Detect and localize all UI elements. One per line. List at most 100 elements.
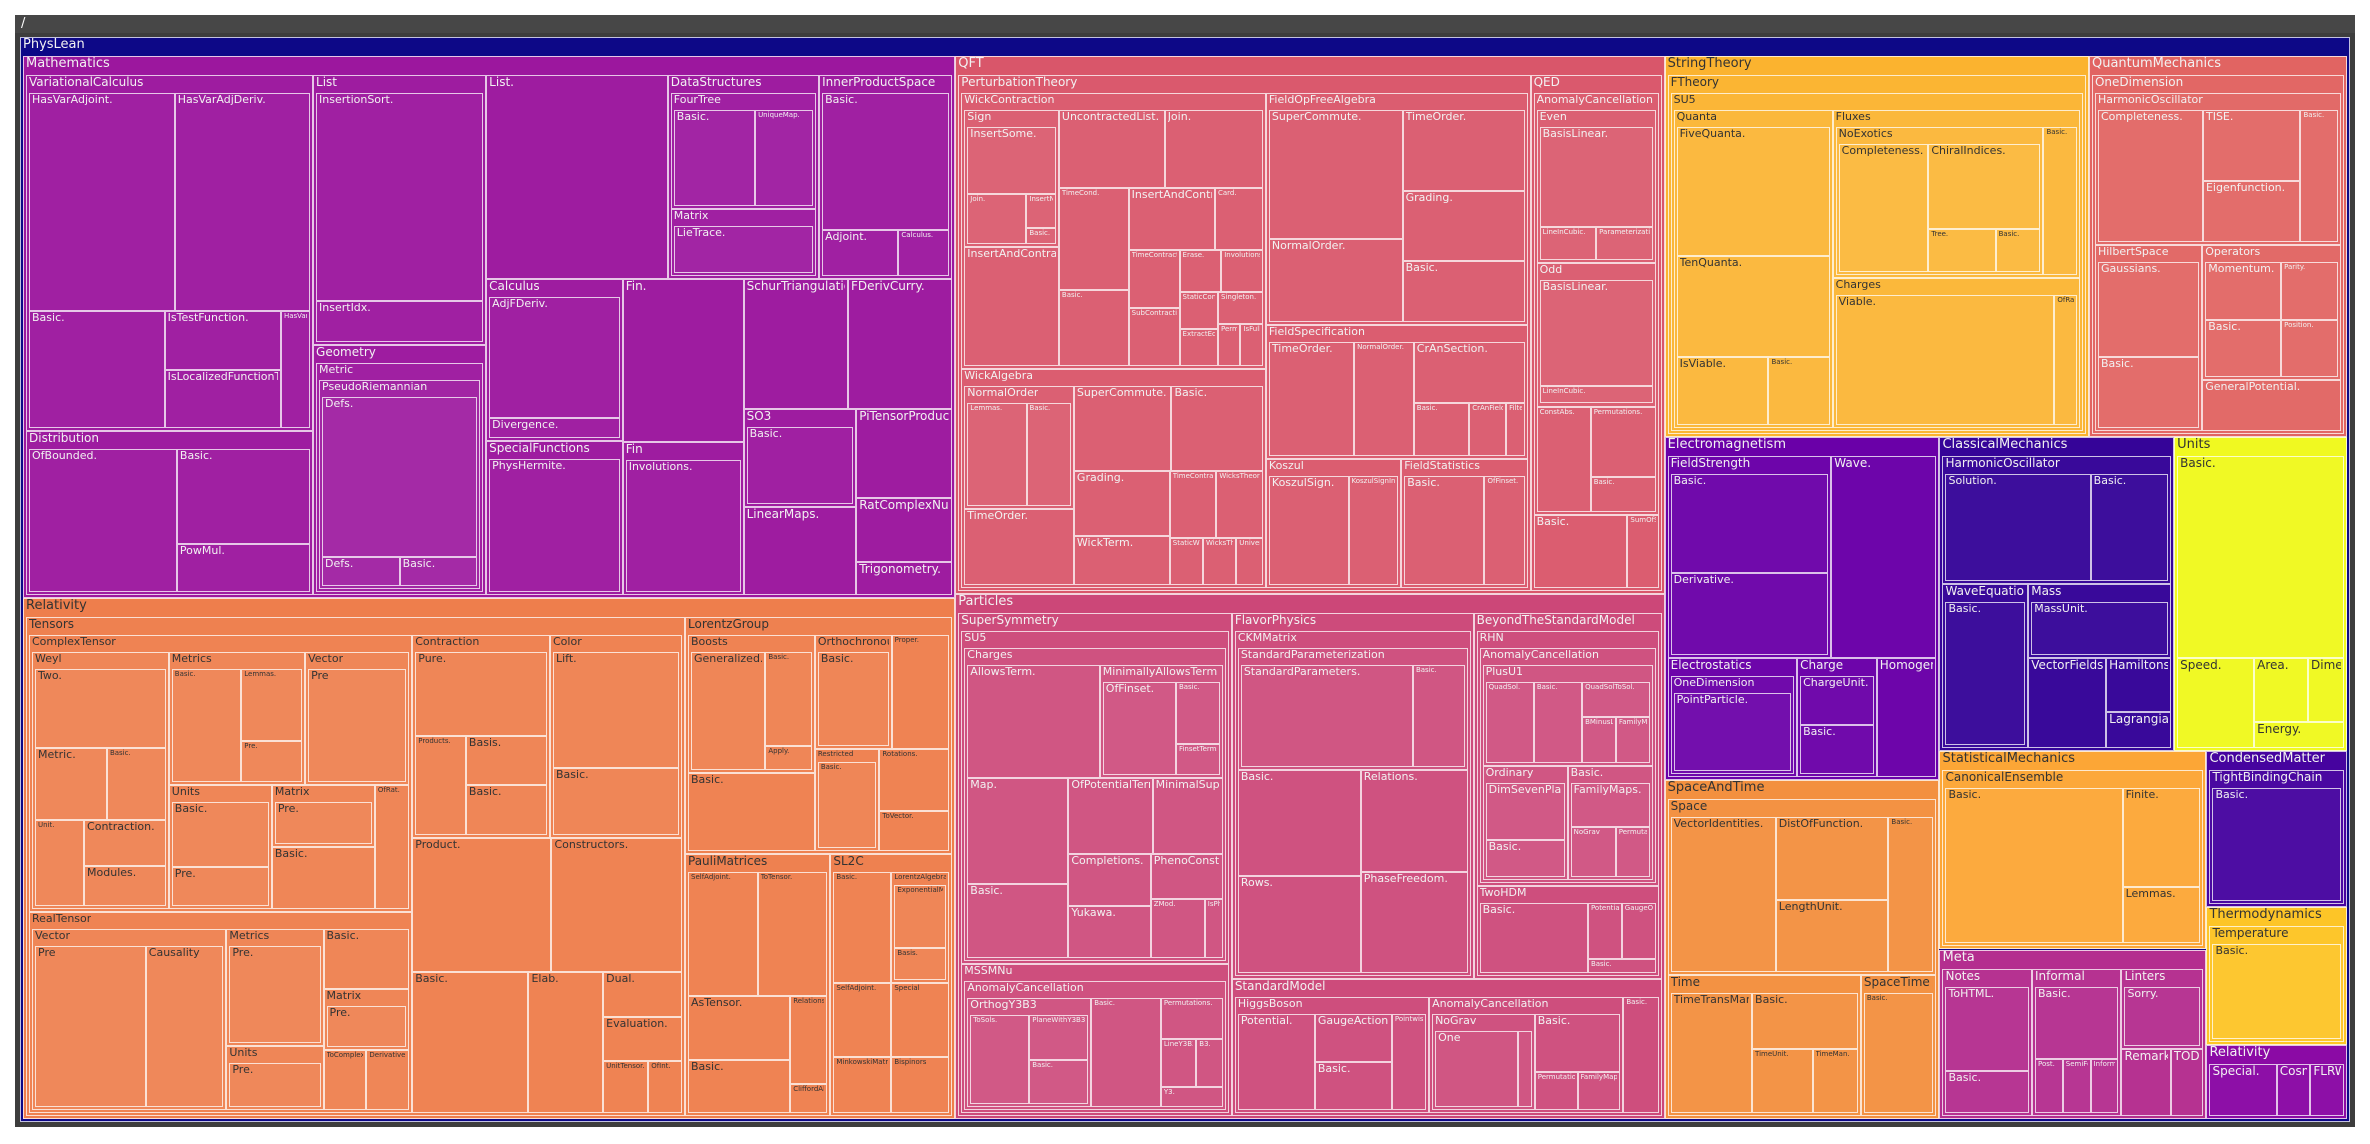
treemap-node-pointparticle[interactable] xyxy=(1673,693,1792,772)
treemap-node-chiralindices[interactable] xyxy=(1928,144,2041,230)
treemap-node-chargeunit[interactable] xyxy=(1800,676,1874,726)
treemap-node-basic[interactable] xyxy=(1752,993,1858,1049)
treemap-node-basic[interactable] xyxy=(2043,127,2077,275)
treemap-node-remark[interactable] xyxy=(2121,1048,2171,1116)
treemap-node-ofint[interactable] xyxy=(648,1061,682,1113)
treemap-node-tosols[interactable] xyxy=(970,1015,1030,1104)
treemap-node-grading[interactable] xyxy=(1073,471,1170,537)
treemap-node-basic[interactable] xyxy=(171,668,242,782)
treemap-node-isfull[interactable] xyxy=(1240,323,1263,366)
treemap-node-basislinear[interactable] xyxy=(1539,280,1653,386)
treemap-node-fivequanta[interactable] xyxy=(1676,127,1830,256)
treemap-node-supercommute[interactable] xyxy=(1268,110,1403,239)
treemap-node-contraction[interactable] xyxy=(84,819,166,866)
treemap-node-basic[interactable] xyxy=(765,651,812,747)
treemap-node-basic[interactable] xyxy=(1587,958,1656,973)
treemap-node-koszulsigninsert[interactable] xyxy=(1348,475,1399,586)
treemap-node-proper[interactable] xyxy=(891,634,950,749)
treemap-node-subcontraction[interactable] xyxy=(1128,307,1180,366)
treemap-node-tree[interactable] xyxy=(1928,229,1996,272)
treemap-node-completions[interactable] xyxy=(1068,854,1151,907)
treemap-node-basic[interactable] xyxy=(412,972,529,1113)
treemap-node-pre[interactable] xyxy=(326,1006,407,1047)
treemap-node-basic[interactable] xyxy=(2097,356,2200,428)
treemap-node-pointwiseinnerprod[interactable] xyxy=(1391,1013,1427,1110)
treemap-node-wickstheorem[interactable] xyxy=(1203,538,1237,586)
treemap-node-basic[interactable] xyxy=(1670,473,1829,573)
treemap-node-basic[interactable] xyxy=(1404,475,1485,586)
treemap-node-parameterization[interactable] xyxy=(1596,226,1653,261)
treemap-node-hasvargradient[interactable] xyxy=(280,311,310,429)
treemap-node-completeness[interactable] xyxy=(2097,110,2203,243)
treemap-node-pre[interactable] xyxy=(229,945,321,1044)
treemap-node-potential[interactable] xyxy=(1587,903,1622,959)
treemap-node-finsetterms[interactable] xyxy=(1175,744,1220,776)
treemap-node-dimension[interactable] xyxy=(2308,657,2344,723)
treemap-node-singleton[interactable] xyxy=(1218,292,1263,324)
treemap-node-astensor[interactable] xyxy=(688,996,791,1060)
treemap-node-lagrangian[interactable] xyxy=(2106,711,2172,748)
treemap-node-bminusl[interactable] xyxy=(1582,716,1616,764)
treemap-node-basic[interactable] xyxy=(1768,357,1830,425)
treemap-node-phasefreedom[interactable] xyxy=(1360,871,1468,973)
treemap-node-basic[interactable] xyxy=(817,651,889,746)
treemap-node-modules[interactable] xyxy=(84,865,166,906)
treemap-node-two[interactable] xyxy=(35,668,166,748)
treemap-node-permutations[interactable] xyxy=(1534,1071,1578,1110)
treemap-node-basic[interactable] xyxy=(1533,682,1583,764)
treemap-node-erase[interactable] xyxy=(1179,249,1222,293)
treemap-node-involutions[interactable] xyxy=(625,459,741,592)
treemap-node-finite[interactable] xyxy=(2122,787,2201,887)
treemap-node-lemmas[interactable] xyxy=(2122,886,2201,944)
treemap-node-timeorder[interactable] xyxy=(1402,110,1525,191)
treemap-node-evaluation[interactable] xyxy=(603,1016,682,1062)
treemap-node-basic[interactable] xyxy=(1623,996,1659,1113)
treemap-node-gaugeorbits[interactable] xyxy=(1621,903,1656,959)
treemap-node-basic[interactable] xyxy=(688,772,815,851)
treemap-node-staticcontract[interactable] xyxy=(1179,292,1218,330)
treemap-node-pre[interactable] xyxy=(274,801,372,844)
treemap-node-adjoint[interactable] xyxy=(822,229,899,276)
treemap-node-card[interactable] xyxy=(1214,188,1263,250)
treemap-node-gaugeaction[interactable] xyxy=(1314,1013,1392,1062)
treemap-node-basic[interactable] xyxy=(2034,986,2119,1059)
treemap-node-offinset[interactable] xyxy=(1484,475,1525,586)
treemap-node-basislinear[interactable] xyxy=(1539,127,1653,227)
treemap-node-timeman[interactable] xyxy=(1812,1048,1858,1113)
treemap-node-basis[interactable] xyxy=(894,948,947,981)
treemap-node-lengthunit[interactable] xyxy=(1775,899,1889,973)
treemap-node-pure[interactable] xyxy=(415,651,547,736)
treemap-node-trigonometry[interactable] xyxy=(856,562,953,595)
treemap-node-unit[interactable] xyxy=(35,819,85,906)
treemap-node-physhermite[interactable] xyxy=(489,459,620,592)
treemap-node-tise[interactable] xyxy=(2202,110,2301,182)
treemap-node-wickstheoremnormal[interactable] xyxy=(1216,471,1263,539)
treemap-node-special[interactable] xyxy=(2209,1064,2277,1116)
treemap-node-allowsterm[interactable] xyxy=(967,665,1100,779)
treemap-node-lemmas[interactable] xyxy=(241,668,303,742)
treemap-node-basic[interactable] xyxy=(1314,1061,1392,1110)
treemap-node-generalized[interactable] xyxy=(691,651,766,770)
treemap-node-familymaps[interactable] xyxy=(1570,783,1650,827)
treemap-node-basic[interactable] xyxy=(1091,998,1161,1107)
treemap-node-linearmaps[interactable] xyxy=(743,507,857,595)
treemap-node-elab[interactable] xyxy=(528,972,604,1113)
treemap-node-constructors[interactable] xyxy=(551,838,682,973)
treemap-node-apply[interactable] xyxy=(765,746,812,770)
treemap-node-yukawa[interactable] xyxy=(1068,906,1151,959)
treemap-node-lineincubic[interactable] xyxy=(1539,385,1653,404)
treemap-node-basic[interactable] xyxy=(1945,787,2123,944)
treemap-node-permutations[interactable] xyxy=(1160,998,1223,1039)
treemap-node-extractequiv[interactable] xyxy=(1179,329,1218,366)
treemap-node-quadsoltosol[interactable] xyxy=(1582,682,1650,717)
treemap-node-metric[interactable] xyxy=(35,747,107,820)
treemap-node-wave[interactable] xyxy=(1831,455,1937,659)
treemap-node-supercommute[interactable] xyxy=(1073,385,1172,472)
breadcrumb[interactable]: / xyxy=(15,15,2355,33)
treemap-node-adjfderiv[interactable] xyxy=(489,296,620,418)
treemap-node-powmul[interactable] xyxy=(176,544,311,592)
treemap-node-tocomplex[interactable] xyxy=(323,1049,367,1110)
treemap-node-cranfieldop[interactable] xyxy=(1469,403,1507,456)
treemap-node-timecond[interactable] xyxy=(1058,188,1129,290)
treemap-node-hasvaradjoint[interactable] xyxy=(29,93,175,312)
